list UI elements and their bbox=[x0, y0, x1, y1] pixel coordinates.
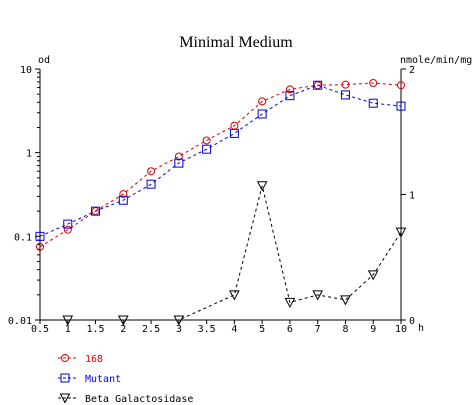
y-right-tick-label: 0 bbox=[409, 316, 415, 327]
data-point bbox=[285, 85, 294, 94]
data-point bbox=[35, 231, 45, 241]
data-point bbox=[202, 144, 212, 154]
data-point bbox=[62, 315, 74, 326]
x-tick-label: 3.5 bbox=[198, 324, 216, 335]
data-point bbox=[229, 290, 240, 301]
data-point bbox=[147, 167, 156, 176]
legend-marker bbox=[60, 373, 70, 383]
data-point bbox=[202, 136, 211, 145]
series-layer bbox=[35, 79, 407, 326]
x-tick-label: 0.5 bbox=[31, 324, 49, 335]
y-right-tick-label: 1 bbox=[409, 191, 415, 202]
y-left-tick-label: 0.1 bbox=[14, 232, 32, 243]
data-point bbox=[369, 79, 378, 88]
left-axis-label: od bbox=[38, 55, 50, 66]
x-tick-label: 7 bbox=[315, 324, 321, 335]
legend-marker bbox=[61, 354, 69, 362]
data-point bbox=[258, 97, 267, 106]
data-point bbox=[36, 242, 44, 251]
x-tick-label: 3 bbox=[176, 324, 182, 335]
data-point bbox=[396, 101, 406, 111]
y-left-tick-label: 0.01 bbox=[8, 316, 32, 327]
data-point bbox=[340, 90, 350, 100]
y-right-tick-label: 2 bbox=[409, 65, 415, 76]
data-point bbox=[313, 80, 323, 90]
x-tick-label: 8 bbox=[342, 324, 348, 335]
x-tick-label: 2.5 bbox=[142, 324, 160, 335]
data-point bbox=[368, 98, 378, 108]
data-point bbox=[284, 297, 296, 308]
x-tick-label: 5 bbox=[259, 324, 265, 335]
x-tick-label: 1 bbox=[65, 324, 71, 335]
legend-marker bbox=[59, 393, 71, 404]
data-point bbox=[340, 295, 351, 306]
data-point bbox=[63, 219, 73, 229]
legend: 168 Mutant Beta Galactosidase bbox=[58, 354, 193, 405]
legend-label: Mutant bbox=[85, 374, 121, 385]
series-line bbox=[39, 82, 402, 248]
x-tick-label: 9 bbox=[370, 324, 376, 335]
data-point bbox=[285, 91, 295, 101]
chart-title: Minimal Medium bbox=[179, 34, 293, 51]
data-point bbox=[174, 152, 183, 161]
x-tick-label: 1.5 bbox=[87, 324, 105, 335]
data-point bbox=[395, 227, 407, 238]
data-point bbox=[174, 158, 184, 168]
data-point bbox=[119, 190, 128, 199]
data-point bbox=[173, 315, 185, 326]
data-point bbox=[63, 225, 72, 234]
data-point bbox=[341, 80, 350, 89]
legend-label: 168 bbox=[85, 354, 103, 365]
data-point bbox=[229, 128, 239, 138]
data-point bbox=[367, 270, 379, 281]
data-point bbox=[118, 195, 128, 205]
data-point bbox=[397, 81, 405, 90]
y-left-tick-label: 10 bbox=[20, 65, 32, 76]
data-point bbox=[91, 206, 101, 216]
right-axis-label: nmole/min/mg bbox=[400, 55, 472, 66]
data-point bbox=[117, 315, 129, 326]
data-point bbox=[256, 181, 268, 192]
x-tick-label: 4 bbox=[231, 324, 237, 335]
data-point bbox=[312, 290, 324, 301]
y-left-tick-label: 1 bbox=[26, 149, 32, 160]
series-line bbox=[39, 84, 402, 237]
legend-label: Beta Galactosidase bbox=[85, 394, 193, 405]
x-axis-label: h bbox=[418, 323, 424, 334]
x-tick-label: 6 bbox=[287, 324, 293, 335]
x-tick-label: 2 bbox=[120, 324, 126, 335]
data-point bbox=[146, 179, 156, 189]
series-line bbox=[67, 185, 402, 321]
data-point bbox=[257, 109, 267, 119]
x-tick-label: 10 bbox=[395, 324, 407, 335]
